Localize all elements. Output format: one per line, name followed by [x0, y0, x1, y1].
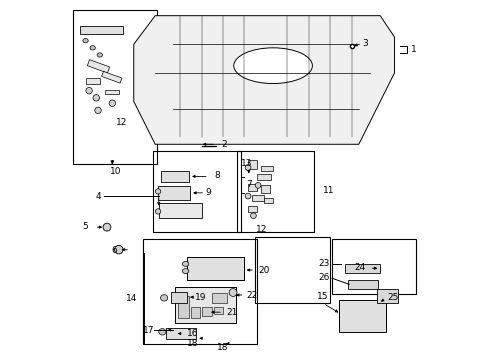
Bar [171, 292, 187, 303]
Text: 26: 26 [318, 273, 329, 282]
Ellipse shape [182, 269, 188, 274]
Bar [331, 239, 415, 294]
Text: 7: 7 [246, 180, 251, 189]
Bar [347, 280, 378, 289]
Ellipse shape [109, 100, 115, 107]
Bar [339, 300, 385, 332]
Ellipse shape [155, 189, 161, 194]
Ellipse shape [114, 246, 123, 254]
Text: 15: 15 [317, 292, 328, 301]
Bar [201, 307, 212, 316]
Ellipse shape [250, 213, 256, 219]
Ellipse shape [97, 53, 102, 57]
Text: 8: 8 [214, 171, 220, 180]
Text: 14: 14 [126, 294, 137, 303]
Text: 16: 16 [186, 329, 198, 338]
Bar [190, 307, 200, 318]
Ellipse shape [159, 329, 165, 335]
Text: 10: 10 [110, 167, 122, 176]
Text: 12: 12 [255, 225, 267, 234]
Ellipse shape [86, 87, 92, 94]
Text: 24: 24 [353, 263, 365, 272]
Ellipse shape [182, 261, 188, 266]
Bar [212, 293, 226, 303]
Bar [159, 203, 202, 217]
Bar [85, 78, 100, 84]
Bar [158, 186, 190, 200]
Bar [178, 296, 189, 318]
Bar [87, 60, 109, 73]
Bar [251, 195, 264, 202]
Polygon shape [134, 16, 394, 144]
Text: 12: 12 [115, 118, 127, 127]
Text: 25: 25 [386, 293, 398, 302]
Bar [247, 160, 257, 169]
Bar [257, 174, 271, 180]
Bar [255, 237, 329, 303]
Text: 1: 1 [410, 45, 415, 54]
Ellipse shape [82, 39, 88, 43]
Ellipse shape [160, 295, 167, 301]
Text: 21: 21 [225, 308, 237, 317]
Bar [247, 184, 257, 191]
Bar [142, 239, 257, 344]
Bar [214, 307, 223, 314]
Bar [260, 166, 272, 171]
Bar [105, 90, 119, 94]
Text: 9: 9 [205, 188, 210, 197]
Ellipse shape [90, 46, 95, 50]
Text: 13: 13 [240, 159, 251, 168]
Bar [376, 289, 397, 303]
Ellipse shape [229, 289, 237, 296]
Bar [73, 10, 157, 164]
Bar [80, 26, 123, 33]
Bar [187, 257, 244, 280]
Text: 4: 4 [95, 192, 101, 201]
Bar [160, 171, 189, 182]
Ellipse shape [255, 183, 261, 188]
Text: 23: 23 [318, 259, 329, 268]
Bar [344, 264, 380, 273]
Bar [247, 206, 257, 212]
Bar [264, 198, 272, 203]
Text: 18: 18 [186, 339, 198, 348]
Text: 11: 11 [323, 186, 334, 195]
Text: 3: 3 [362, 39, 367, 48]
Bar [165, 328, 196, 339]
Bar [102, 71, 122, 83]
Bar [153, 152, 241, 232]
Ellipse shape [244, 165, 250, 170]
Bar [175, 287, 235, 323]
Text: 6: 6 [111, 246, 117, 255]
Bar [237, 152, 313, 232]
Text: 20: 20 [258, 266, 269, 275]
Ellipse shape [93, 95, 99, 101]
Bar [260, 185, 269, 193]
Text: 2: 2 [221, 140, 226, 149]
Ellipse shape [233, 48, 312, 84]
Ellipse shape [103, 223, 111, 231]
Ellipse shape [95, 107, 101, 113]
Text: 18: 18 [217, 343, 228, 352]
Text: 5: 5 [82, 222, 88, 231]
Text: 19: 19 [195, 293, 206, 302]
Ellipse shape [244, 193, 250, 199]
Ellipse shape [155, 209, 161, 214]
Text: 17: 17 [142, 326, 154, 335]
Text: 22: 22 [246, 291, 257, 300]
